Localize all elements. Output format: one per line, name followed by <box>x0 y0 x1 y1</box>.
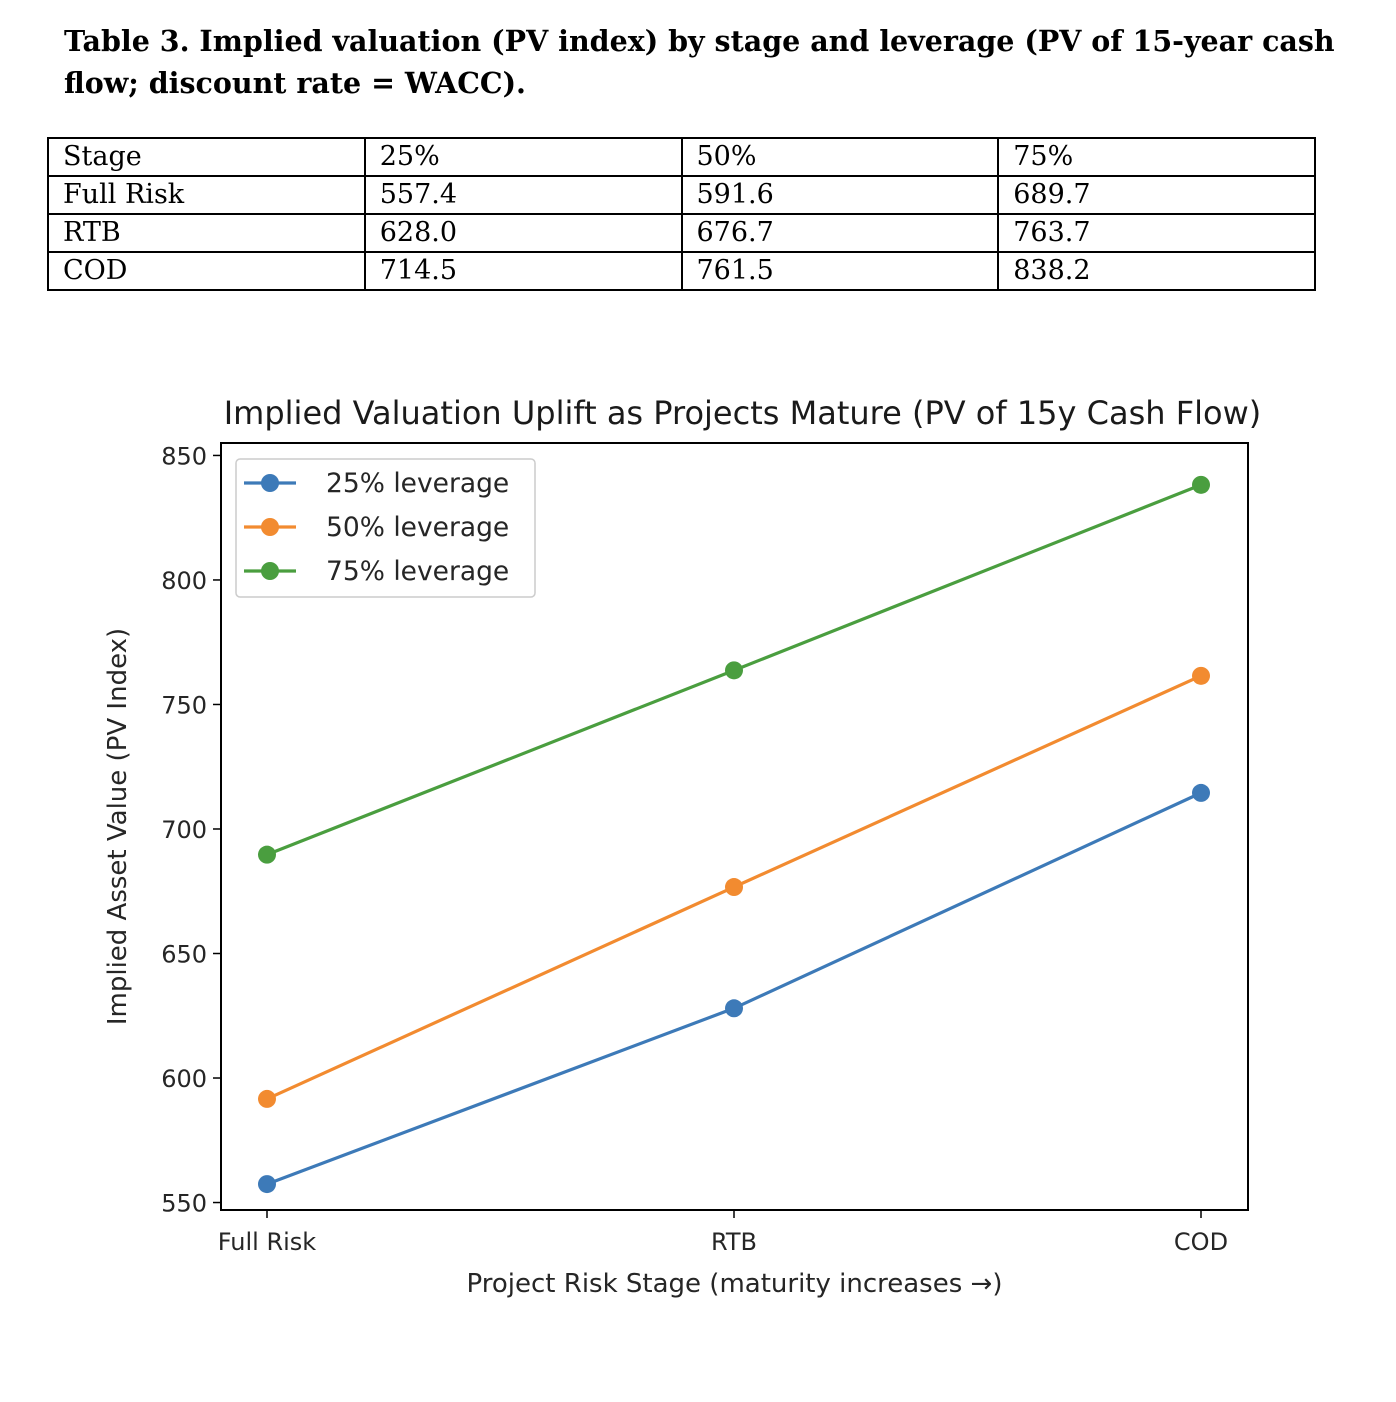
y-tick-label: 800 <box>161 567 207 595</box>
table-cell: 763.7 <box>997 213 1316 253</box>
table-cell: RTB <box>47 213 366 253</box>
table-cell: 628.0 <box>363 213 683 253</box>
table-cell: 714.5 <box>363 251 683 291</box>
data-point <box>258 1175 276 1194</box>
table-cell: 591.6 <box>680 175 1000 215</box>
data-point <box>1192 666 1210 685</box>
y-tick-label: 850 <box>161 442 207 470</box>
table-header-cell: 75% <box>997 137 1316 177</box>
table-header-cell: Stage <box>47 137 366 177</box>
data-point <box>1192 475 1210 494</box>
table-header-cell: 25% <box>363 137 683 177</box>
data-point <box>725 878 743 897</box>
table-caption: Table 3. Implied valuation (PV index) by… <box>64 24 1335 100</box>
legend-marker <box>261 518 279 536</box>
x-axis: Full Risk RTB COD <box>218 1210 1228 1256</box>
legend-label: 50% leverage <box>326 512 509 543</box>
table-cell: 676.7 <box>680 213 1000 253</box>
data-point <box>725 999 743 1018</box>
series-50-leverage <box>258 666 1210 1108</box>
legend-item: 50% leverage <box>244 512 509 543</box>
legend-label: 25% leverage <box>326 468 509 499</box>
table-header-row: Stage 25% 50% 75% <box>47 137 1316 177</box>
table-row: COD 714.5 761.5 838.2 <box>47 251 1316 291</box>
y-axis: 550 600 650 700 750 800 850 <box>161 442 221 1218</box>
legend-marker <box>261 474 279 492</box>
data-point <box>258 845 276 864</box>
x-axis-label: Project Risk Stage (maturity increases →… <box>467 1269 1003 1299</box>
legend-item: 75% leverage <box>244 556 509 587</box>
x-tick-label: RTB <box>711 1228 757 1256</box>
table-cell: 557.4 <box>363 175 683 215</box>
legend-marker <box>261 562 279 580</box>
series-25-leverage <box>258 783 1210 1194</box>
y-tick-label: 650 <box>161 941 207 969</box>
table-cell: 838.2 <box>997 251 1316 291</box>
table-row: Full Risk 557.4 591.6 689.7 <box>47 175 1316 215</box>
y-tick-label: 550 <box>161 1190 207 1218</box>
table-cell: 689.7 <box>997 175 1316 215</box>
plot-frame <box>220 442 1249 1211</box>
line-chart: Implied Valuation Uplift as Projects Mat… <box>103 394 1262 1299</box>
table-cell: COD <box>47 251 366 291</box>
valuation-table: Stage 25% 50% 75% Full Risk 557.4 591.6 … <box>47 137 1316 291</box>
y-tick-label: 600 <box>161 1065 207 1093</box>
legend: 25% leverage 50% leverage 75% leverage <box>235 458 536 598</box>
legend-box <box>235 458 536 598</box>
series-line <box>266 791 1202 1186</box>
data-point <box>258 1089 276 1108</box>
table-row: RTB 628.0 676.7 763.7 <box>47 213 1316 253</box>
y-axis-label: Implied Asset Value (PV Index) <box>103 628 133 1025</box>
data-point <box>725 661 743 680</box>
x-tick-label: COD <box>1174 1228 1228 1256</box>
plot-series <box>258 475 1210 1194</box>
data-point <box>1192 783 1210 802</box>
chart-title: Implied Valuation Uplift as Projects Mat… <box>224 394 1262 432</box>
table-cell: 761.5 <box>680 251 1000 291</box>
legend-label: 75% leverage <box>326 556 509 587</box>
legend-item: 25% leverage <box>244 468 509 499</box>
table-cell: Full Risk <box>47 175 366 215</box>
y-tick-label: 750 <box>161 691 207 719</box>
x-tick-label: Full Risk <box>218 1228 317 1256</box>
series-75-leverage <box>258 475 1210 864</box>
table-header-cell: 50% <box>680 137 1000 177</box>
y-tick-label: 700 <box>161 816 207 844</box>
